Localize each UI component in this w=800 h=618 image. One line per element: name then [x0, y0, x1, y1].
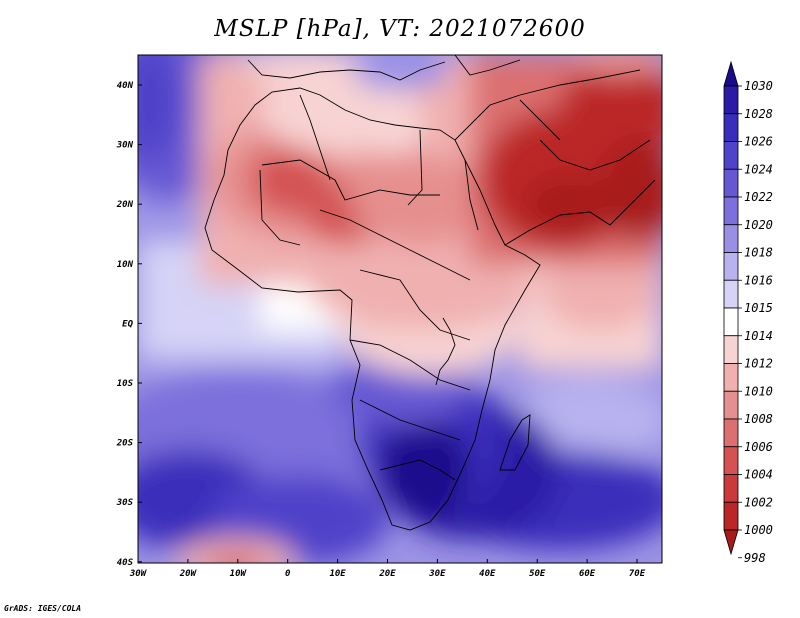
colorbar-swatch: [723, 252, 739, 281]
lon-tick-label: 60E: [579, 569, 596, 579]
colorbar-swatch: [723, 335, 739, 364]
colorbar-label: 1022: [744, 190, 773, 204]
colorbar-label: 1015: [744, 301, 773, 315]
colorbar-label: 1014: [744, 329, 773, 343]
pressure-field: [138, 55, 662, 563]
lat-tick-label: 30S: [116, 498, 134, 508]
colorbar-swatch: [723, 474, 739, 503]
lon-tick-label: 50E: [529, 569, 546, 579]
colorbar-swatch: [723, 113, 739, 142]
colorbar-label: 1028: [744, 107, 773, 121]
colorbar-swatch: [723, 307, 739, 337]
colorbar-label: 1002: [744, 495, 773, 509]
lon-tick-label: 20W: [179, 569, 198, 579]
lat-tick-label: 10N: [117, 260, 134, 270]
colorbar-swatch: [723, 390, 739, 420]
coastlines: [204, 55, 656, 531]
lon-tick-label: 10E: [329, 569, 346, 579]
colorbar-label: 1026: [744, 135, 773, 149]
colorbar-label: 1008: [744, 412, 773, 426]
colorbar-swatch: [723, 168, 739, 198]
lat-tick-label: 40S: [117, 558, 134, 568]
lat-tick-label: EQ: [122, 319, 133, 329]
colorbar-label: 1006: [744, 440, 773, 454]
colorbar-label: 998: [744, 551, 766, 565]
lon-tick-label: 40E: [479, 569, 496, 579]
colorbar-swatch: [723, 501, 739, 531]
colorbar-swatch: [723, 224, 739, 253]
lon-tick-label: 20E: [378, 569, 396, 579]
lat-tick-label: 10S: [117, 379, 134, 389]
colorbar-label: 1010: [744, 384, 773, 398]
lat-tick-label: 20N: [116, 200, 134, 210]
lat-tick-label: 20S: [116, 439, 134, 449]
credit-text: GrADS: IGES/COLA: [4, 604, 82, 613]
colorbar-bottom-arrow: [723, 529, 739, 556]
colorbar-swatch: [723, 141, 739, 170]
lon-tick-label: 30W: [129, 569, 148, 579]
colorbar-label: 1004: [744, 468, 773, 482]
latitude-axis: 40N 30N 20N 10N EQ 10S 20S 30S 40S: [116, 81, 142, 568]
lat-tick-label: 40N: [117, 81, 134, 91]
lon-tick-label: 0: [285, 569, 291, 579]
lon-tick-label: 10W: [230, 569, 248, 579]
colorbar-label: 1030: [744, 79, 773, 93]
colorbar-swatch: [723, 446, 739, 475]
colorbar-swatch: [723, 196, 739, 226]
colorbar: 1030 1028 1026 1024 1022 1020 1018 1016 1015 1014…: [723, 60, 773, 565]
colorbar-swatch: [723, 418, 739, 448]
plot-frame: [137, 54, 663, 564]
lon-tick-label: 70E: [629, 569, 646, 579]
colorbar-label: 1000: [744, 523, 773, 537]
lat-tick-label: 30N: [116, 141, 134, 151]
colorbar-swatch: [723, 279, 739, 309]
colorbar-label: 1024: [744, 162, 773, 176]
colorbar-label: 1018: [744, 246, 773, 260]
map-title: MSLP [hPa], VT: 2021072600: [214, 16, 586, 42]
colorbar-label: 1012: [744, 357, 773, 371]
colorbar-label: 1016: [744, 273, 773, 287]
colorbar-top-arrow: [723, 60, 739, 87]
longitude-axis: 30W 20W 10W 0 10E 20E 30E 40E 50E 60E 70E: [129, 559, 646, 579]
colorbar-label: 1020: [744, 218, 773, 232]
colorbar-swatch: [723, 85, 739, 115]
lon-tick-label: 30E: [428, 569, 446, 579]
colorbar-swatch: [723, 363, 739, 392]
